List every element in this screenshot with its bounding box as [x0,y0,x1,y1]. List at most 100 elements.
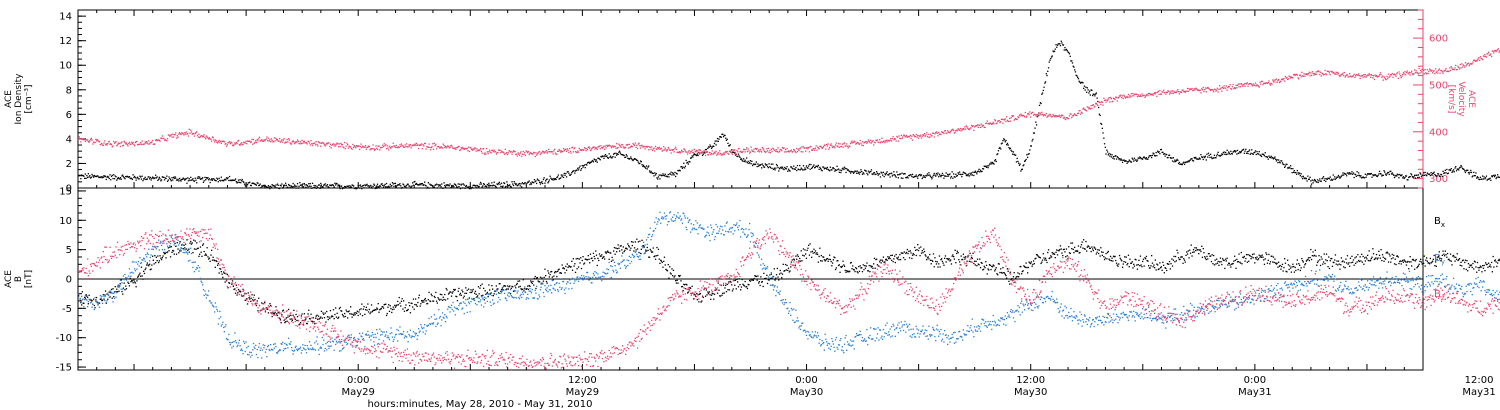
data-point-velocity [657,148,660,150]
data-point-Bx [185,248,187,250]
y-tick-label: 10 [59,216,72,227]
data-point-velocity [276,139,279,141]
data-point-Bx [298,324,300,326]
data-point-velocity [1271,83,1273,85]
y-tick-label: 15 [59,186,72,197]
data-point-density [898,174,900,176]
data-point-velocity [1232,83,1234,86]
data-point-density [715,144,717,146]
data-point-density [1067,51,1069,53]
data-point-velocity [531,153,533,155]
data-point-density [308,183,310,185]
data-point-velocity [668,148,670,150]
data-point-density [729,144,731,146]
data-point-velocity [1115,96,1117,98]
data-point-density [678,169,681,171]
data-point-velocity [376,147,378,149]
data-point-density [613,152,616,155]
data-point-density [233,179,235,181]
data-point-density [1447,172,1449,174]
data-point-density [403,184,405,186]
data-point-density [608,153,610,155]
data-point-velocity [1320,75,1322,77]
data-point-velocity [147,143,149,145]
data-point-Bx [571,260,573,262]
data-point-density [227,177,229,179]
data-point-density [333,186,335,188]
data-point-density [970,174,972,176]
data-point-velocity [1094,105,1096,107]
data-point-density [1305,177,1307,180]
data-point-density [616,153,618,155]
data-point-density [320,184,323,186]
data-point-velocity [1124,97,1127,99]
data-point-velocity [202,136,204,138]
data-point-velocity [1060,115,1062,117]
data-point-velocity [696,149,698,152]
data-point-density [1431,174,1433,176]
data-point-density [979,169,982,171]
data-point-density [129,177,131,180]
data-point-density [653,175,655,177]
data-point-velocity [1434,72,1436,75]
y-tick-label: -15 [56,363,72,374]
data-point-velocity [1263,82,1266,84]
data-point-density [112,177,114,180]
data-point-velocity [1106,100,1109,102]
data-point-density [497,183,499,186]
data-point-density [506,183,509,186]
data-point-density [976,173,978,175]
data-point-velocity [368,146,370,148]
data-point-velocity [616,147,618,149]
data-point-Bx [539,281,541,283]
data-point-velocity [722,154,724,156]
data-point-density [591,160,593,162]
data-point-velocity [821,147,823,149]
data-point-density [467,187,469,189]
data-point-velocity [841,143,843,145]
data-point-density [1473,175,1476,177]
data-point-velocity [416,144,418,147]
data-point-Bx [202,243,205,245]
data-point-velocity [1287,78,1289,80]
data-point-density [796,164,799,167]
data-point-density [1054,48,1056,50]
data-point-Bx [225,280,228,282]
data-point-velocity [681,149,683,151]
data-point-velocity [489,151,491,153]
data-point-velocity [101,142,103,145]
data-point-velocity [823,146,825,148]
data-point-velocity [124,142,126,144]
data-point-velocity [678,151,680,154]
data-point-Bx [104,294,106,296]
data-point-density [293,184,296,186]
data-point-velocity [1228,86,1230,88]
data-point-Bx [252,299,254,301]
data-point-velocity [1086,110,1088,112]
data-point-density [1207,152,1210,154]
data-point-density [381,183,383,185]
data-point-density [431,184,433,187]
data-point-density [1398,177,1400,179]
data-point-velocity [659,148,661,150]
data-point-density [1133,157,1136,159]
data-point-velocity [1214,88,1216,91]
data-point-density [908,174,911,177]
data-point-velocity [565,148,567,151]
data-point-density [1151,156,1153,159]
data-point-velocity [1406,70,1408,72]
data-point-density [1109,153,1112,155]
data-point-Bx [509,293,512,295]
data-point-velocity [595,147,598,149]
data-point-velocity [114,142,116,144]
data-point-density [1081,81,1083,83]
data-point-density [912,176,914,178]
data-point-Bx [153,263,155,265]
data-point-density [1461,166,1463,168]
data-point-density [1409,176,1411,178]
data-point-density [835,169,837,171]
data-point-Bx [575,258,577,260]
data-point-Bx [203,250,205,253]
data-point-density [766,164,768,166]
data-point-density [783,168,785,171]
